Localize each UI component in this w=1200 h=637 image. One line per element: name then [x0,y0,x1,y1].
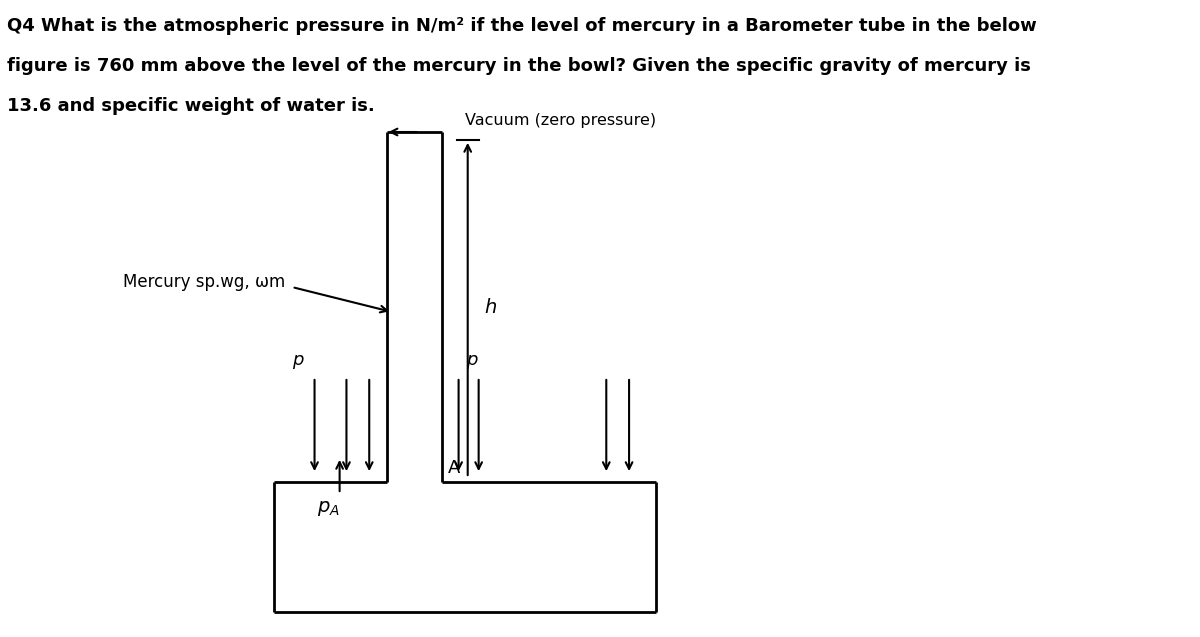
Text: p: p [466,351,478,369]
Text: figure is 760 mm above the level of the mercury in the bowl? Given the specific : figure is 760 mm above the level of the … [7,57,1031,75]
Text: A: A [448,459,460,477]
Text: h: h [484,297,497,317]
Text: Mercury sp.wg, ωm: Mercury sp.wg, ωm [124,273,286,291]
Text: Q4 What is the atmospheric pressure in N/m² if the level of mercury in a Baromet: Q4 What is the atmospheric pressure in N… [7,17,1037,35]
Text: Vacuum (zero pressure): Vacuum (zero pressure) [464,113,656,128]
Text: $p_A$: $p_A$ [317,499,340,518]
Text: 13.6 and specific weight of water is.: 13.6 and specific weight of water is. [7,97,376,115]
Text: p: p [292,351,304,369]
